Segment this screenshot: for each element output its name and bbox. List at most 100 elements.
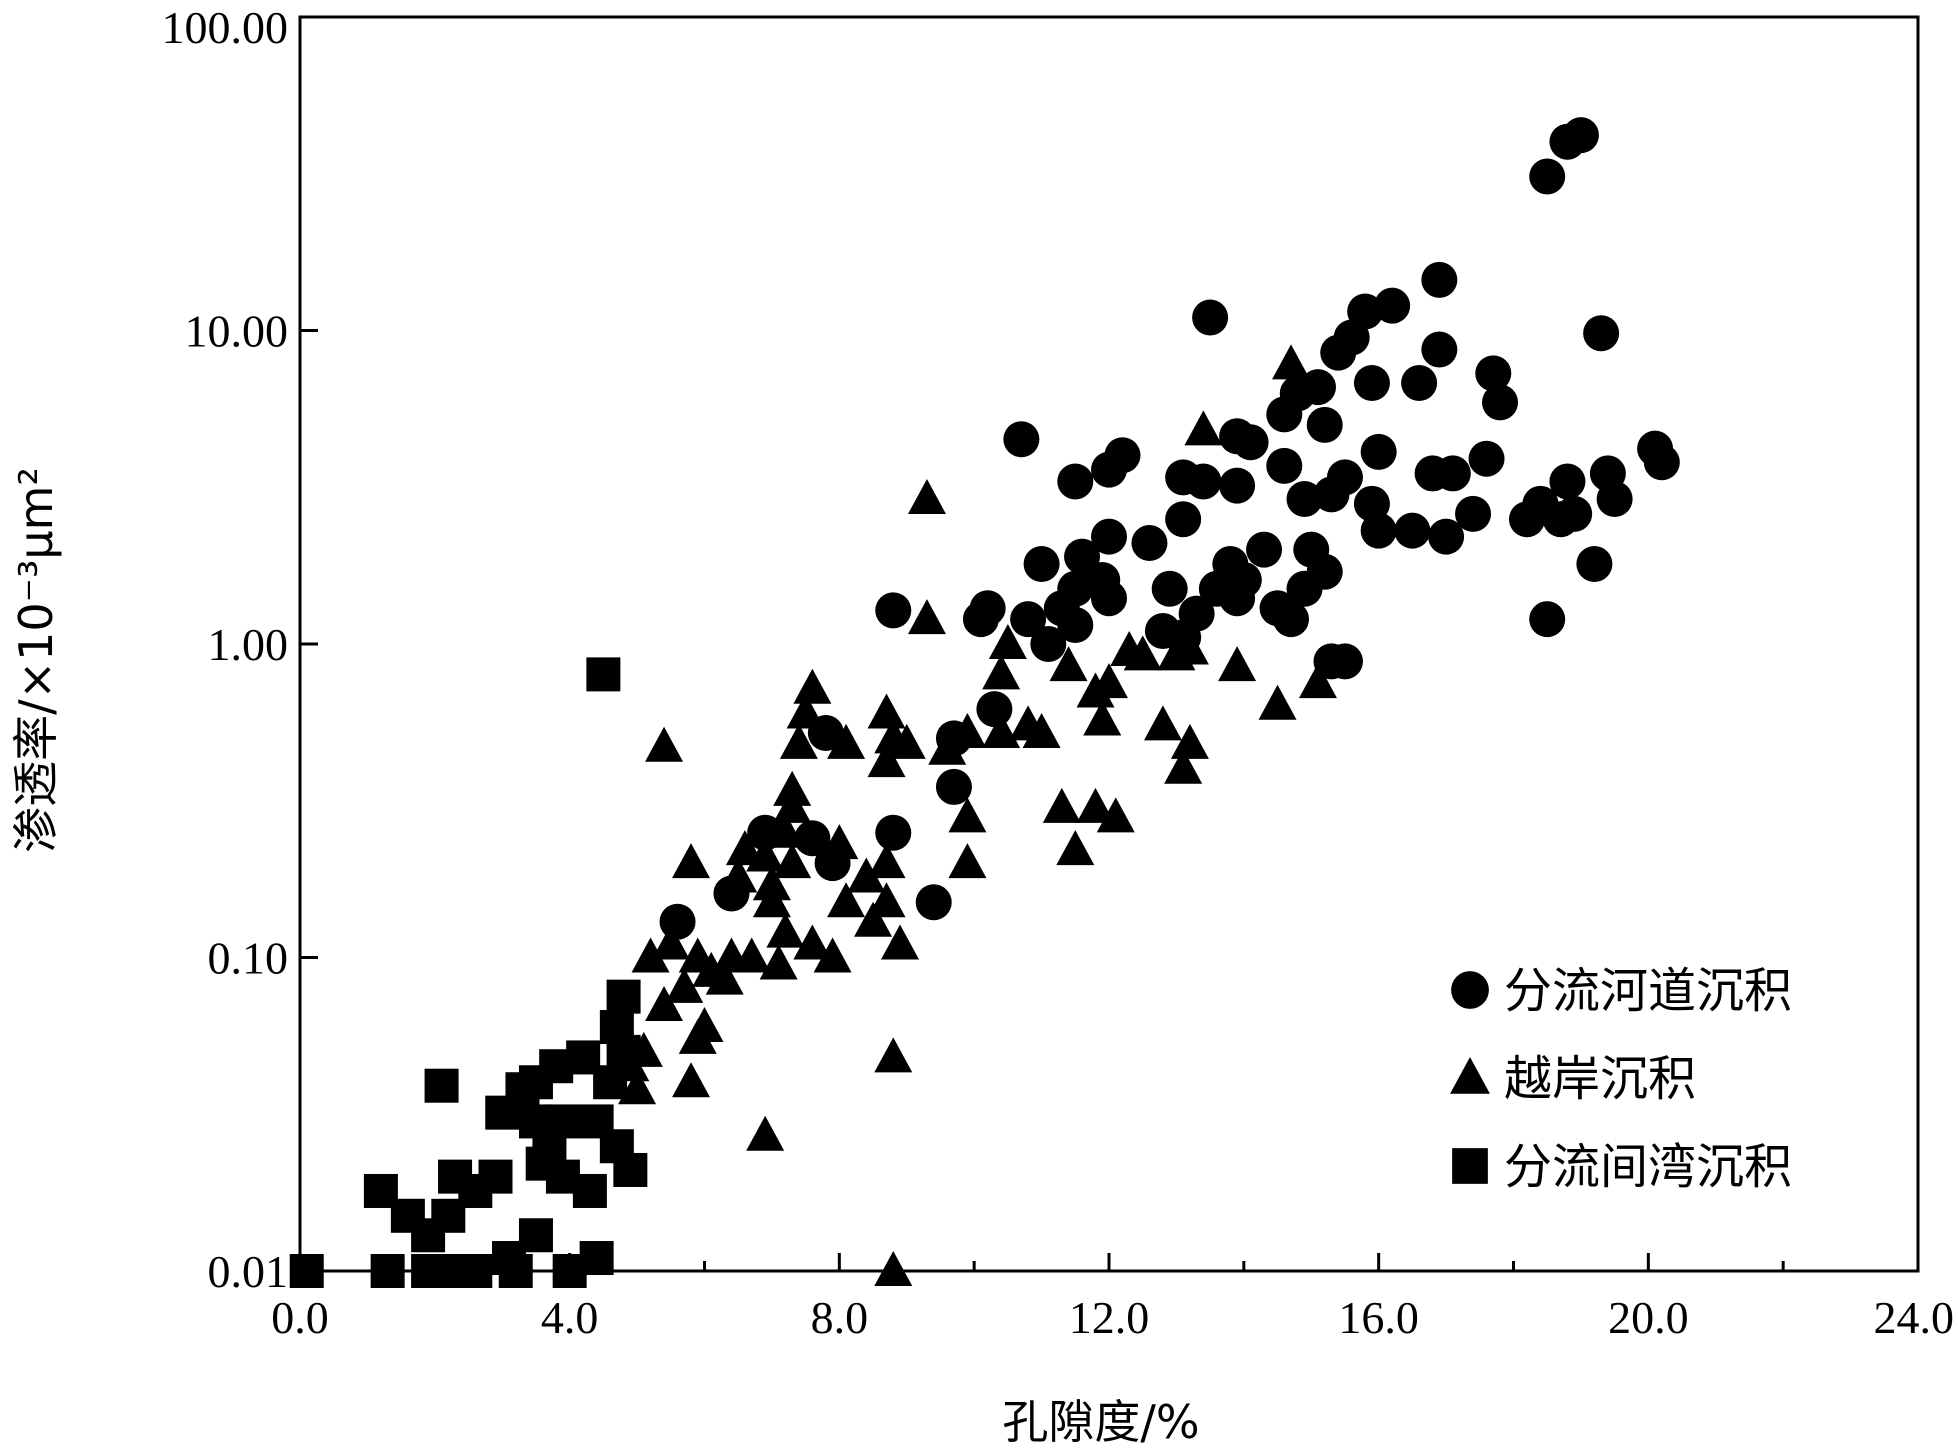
triangle-point	[651, 924, 690, 960]
triangle-point	[618, 1069, 657, 1105]
square-point	[485, 1095, 520, 1130]
triangle-point	[665, 967, 704, 1003]
triangle-point	[766, 812, 805, 848]
square-point	[586, 657, 621, 692]
y-axis-title: 渗透率/×10⁻³μm²	[9, 467, 63, 853]
triangle-point	[1123, 635, 1162, 671]
triangle-point	[1258, 684, 1297, 720]
circle-point	[1326, 643, 1363, 680]
square-point	[411, 1254, 446, 1288]
axis-ticks: 0.0 4.0 8.0 12.0 16.0 20.0 24.0 0.01 0.10 1.00 10.…	[162, 2, 1955, 1343]
triangle-point	[887, 723, 926, 759]
circle-point	[1273, 601, 1310, 638]
square-point	[289, 1254, 324, 1288]
triangle-point	[1184, 410, 1223, 446]
triangle-point	[779, 723, 818, 759]
triangle-point	[719, 857, 758, 893]
square-point	[458, 1254, 493, 1288]
y-tick-label: 1.00	[208, 619, 289, 670]
circle-point	[1475, 355, 1512, 392]
circle-point	[1192, 299, 1229, 336]
circle-point	[1455, 495, 1492, 532]
circle-point	[962, 601, 999, 638]
y-tick-label: 100.00	[162, 2, 289, 53]
triangle-point	[948, 843, 987, 879]
circle-point	[1374, 287, 1411, 324]
circle-point	[1313, 476, 1350, 513]
circle-point	[1091, 580, 1127, 617]
triangle-point	[988, 624, 1027, 659]
square-point	[572, 1173, 607, 1208]
x-tick-label: 8.0	[811, 1292, 869, 1343]
circle-point	[935, 768, 972, 805]
circle-point	[1529, 158, 1566, 195]
circle-point	[915, 884, 952, 921]
circle-point	[1596, 481, 1633, 518]
x-tick-label: 0.0	[271, 1292, 329, 1343]
circle-point	[1286, 481, 1323, 518]
circle-point	[1266, 447, 1303, 484]
triangle-point	[766, 912, 805, 948]
circle-point	[1583, 315, 1620, 352]
circle-point	[1421, 331, 1458, 368]
triangle-point	[881, 924, 920, 960]
circle-point	[1219, 467, 1256, 504]
circle-point	[1266, 396, 1303, 433]
legend-label: 分流河道沉积	[1504, 963, 1792, 1019]
circle-point	[1131, 524, 1168, 561]
triangle-point	[746, 1115, 785, 1151]
circle-point	[1286, 570, 1323, 607]
x-axis-title: 孔隙度/%	[1002, 1395, 1199, 1448]
circle-point	[1003, 421, 1040, 458]
triangle-point	[1164, 748, 1203, 784]
legend-square-icon	[1452, 1148, 1488, 1184]
triangle-point	[773, 787, 812, 823]
circle-point	[1353, 485, 1390, 522]
triangle-point	[827, 882, 866, 918]
square-point	[613, 1152, 648, 1187]
circle-point	[1030, 626, 1067, 662]
triangle-point	[874, 1251, 913, 1286]
circle-point	[1353, 365, 1390, 402]
triangle-point	[1218, 646, 1257, 682]
circle-point	[1232, 424, 1269, 461]
circle-point	[1023, 545, 1060, 582]
y-tick-label: 0.10	[208, 933, 289, 984]
triangle-point	[867, 882, 906, 918]
circle-point	[1306, 406, 1343, 443]
triangle-point	[813, 937, 852, 973]
circle-point	[1428, 518, 1465, 555]
circle-point	[1468, 440, 1505, 477]
circle-point	[1246, 531, 1283, 568]
square-point	[370, 1254, 405, 1288]
circle-point	[1394, 512, 1431, 549]
triangle-point	[820, 824, 859, 860]
triangle-point	[1272, 344, 1311, 380]
triangle-point	[854, 901, 893, 937]
data-points	[289, 117, 1680, 1288]
triangle-point	[678, 1018, 717, 1054]
circle-point	[1529, 601, 1566, 638]
circle-point	[1482, 384, 1519, 421]
y-tick-label: 0.01	[208, 1246, 289, 1297]
y-tick-label: 10.00	[185, 306, 289, 357]
triangle-point	[759, 944, 798, 980]
triangle-point	[645, 726, 684, 762]
x-tick-label: 4.0	[541, 1292, 599, 1343]
triangle-point	[1298, 663, 1337, 699]
legend-circle-icon	[1451, 971, 1489, 1009]
triangle-point	[631, 937, 670, 973]
circle-point	[1401, 365, 1438, 402]
triangle-point	[672, 843, 711, 879]
triangle-point	[1076, 787, 1115, 823]
circle-point	[1556, 495, 1593, 532]
circle-point	[659, 903, 696, 940]
triangle-point	[827, 723, 866, 759]
triangle-point	[1083, 700, 1122, 736]
triangle-point	[786, 693, 825, 729]
triangle-point	[705, 959, 744, 995]
circle-point	[976, 691, 1013, 728]
triangle-point	[1170, 629, 1209, 665]
square-point	[424, 1068, 459, 1103]
